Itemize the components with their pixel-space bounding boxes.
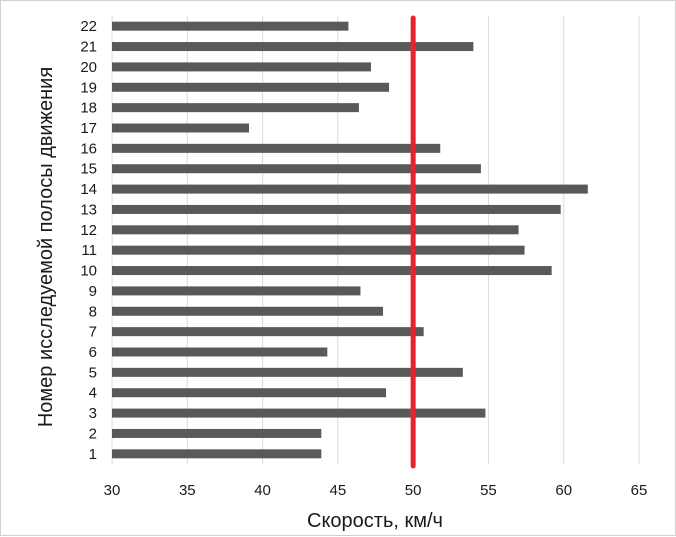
y-tick-label: 12 [80,222,97,239]
x-tick-label: 50 [405,482,422,499]
y-tick-label: 15 [80,161,97,178]
x-tick-label: 30 [104,482,121,499]
bar-20 [112,62,371,72]
bar-7 [112,327,424,337]
bar-14 [112,184,588,194]
bar-3 [112,408,486,418]
x-axis-title: Скорость, км/ч [307,510,443,532]
y-tick-label: 9 [89,283,97,300]
bar-8 [112,306,384,316]
y-tick-label: 6 [89,344,97,361]
bar-4 [112,388,387,398]
x-tick-label: 55 [480,482,497,499]
y-tick-label: 5 [89,364,97,381]
y-tick-label: 21 [80,39,97,56]
bar-15 [112,164,481,174]
y-tick-label: 14 [80,181,97,198]
y-tick-label: 20 [80,59,97,76]
bar-12 [112,225,519,235]
bar-22 [112,21,349,31]
x-tick-label: 40 [254,482,271,499]
y-tick-label: 13 [80,201,97,218]
y-axis-title: Номер исследуемой полосы движения [35,67,57,427]
x-tick-label: 35 [179,482,196,499]
bar-17 [112,123,250,133]
bar-18 [112,103,359,113]
bar-5 [112,367,463,377]
bar-9 [112,286,361,296]
x-tick-label: 65 [631,482,648,499]
y-tick-label: 10 [80,263,97,280]
y-tick-label: 7 [89,324,97,341]
y-tick-label: 3 [89,405,97,422]
bar-21 [112,42,474,52]
y-tick-label: 16 [80,140,97,157]
bars [112,21,588,459]
x-tick-label: 60 [555,482,572,499]
x-tick-label: 45 [330,482,347,499]
y-tick-label: 19 [80,79,97,96]
bar-19 [112,82,390,92]
y-tick-label: 2 [89,425,97,442]
bar-11 [112,245,525,255]
y-tick-label: 22 [80,18,97,35]
y-tick-label: 17 [80,120,97,137]
x-tick-labels: 30 35 40 45 50 55 60 65 [104,482,648,499]
bar-13 [112,204,561,214]
bar-1 [112,449,322,459]
y-tick-label: 11 [81,242,97,259]
bar-6 [112,347,328,357]
bar-2 [112,428,322,438]
y-tick-label: 18 [80,100,97,117]
y-tick-label: 8 [89,303,97,320]
bar-16 [112,143,441,153]
y-tick-label: 4 [89,385,97,402]
y-tick-label: 1 [89,446,97,463]
bar-10 [112,266,552,276]
